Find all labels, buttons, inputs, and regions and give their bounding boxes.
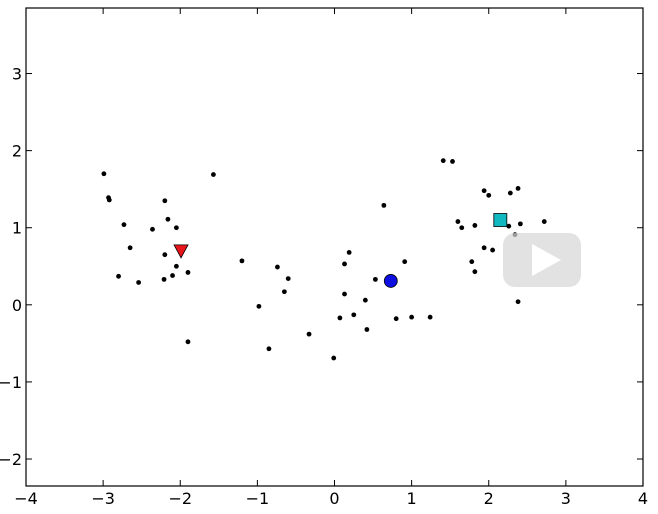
data-point <box>281 289 287 295</box>
data-point <box>409 314 415 320</box>
tick-group: −4 −3 −2 −1 0 1 2 3 4 −2 −1 0 1 2 3 <box>0 8 648 508</box>
data-point <box>472 269 478 275</box>
data-point <box>165 216 171 222</box>
y-tick-label: 2 <box>12 142 22 161</box>
points-group <box>101 158 547 361</box>
play-icon <box>532 244 561 276</box>
x-tick-label: 0 <box>329 489 339 508</box>
data-point <box>337 315 343 321</box>
data-point <box>402 259 408 265</box>
data-point <box>173 263 179 269</box>
data-point <box>211 172 216 177</box>
data-point <box>185 270 191 275</box>
data-point <box>306 331 312 337</box>
data-point <box>506 223 512 229</box>
data-point <box>342 291 347 297</box>
data-point <box>455 219 461 224</box>
data-point <box>381 202 387 208</box>
x-tick-label: −3 <box>91 489 115 508</box>
data-point <box>239 258 245 264</box>
data-point <box>362 297 368 303</box>
y-tick-label: 0 <box>12 296 22 315</box>
data-point <box>427 314 433 320</box>
data-point <box>342 261 347 267</box>
data-point <box>331 355 337 361</box>
data-point <box>517 221 523 227</box>
data-point <box>440 158 446 164</box>
y-tick-label: 1 <box>12 219 22 238</box>
data-point <box>346 249 352 255</box>
data-point <box>136 280 142 285</box>
x-tick-label: −2 <box>168 489 192 508</box>
circle-marker <box>383 274 398 288</box>
data-point <box>459 225 465 231</box>
data-point <box>106 197 112 203</box>
data-point <box>116 273 121 279</box>
data-point <box>515 186 521 191</box>
data-point <box>541 219 547 224</box>
data-point <box>150 226 155 232</box>
y-tick-label: −1 <box>0 373 22 392</box>
data-point <box>162 252 168 258</box>
data-point <box>170 273 175 278</box>
x-tick-label: −4 <box>14 489 38 508</box>
y-tick-label: 3 <box>12 65 22 84</box>
data-point <box>393 316 399 322</box>
square-marker <box>493 213 508 227</box>
data-point <box>161 276 167 282</box>
x-tick-label: 1 <box>407 489 417 508</box>
data-point <box>275 264 280 270</box>
data-point <box>469 259 475 265</box>
data-point <box>372 276 378 282</box>
data-point <box>481 188 487 194</box>
data-point <box>450 159 455 164</box>
data-point <box>486 192 492 198</box>
data-point <box>507 190 513 196</box>
data-point <box>364 327 370 332</box>
x-tick-label: 4 <box>638 489 648 508</box>
data-point <box>285 276 291 282</box>
data-point <box>101 171 107 177</box>
data-point <box>256 303 262 309</box>
data-point <box>173 225 179 231</box>
play-button[interactable] <box>503 233 581 287</box>
data-point <box>472 223 478 228</box>
data-point <box>490 247 496 253</box>
x-tick-label: 3 <box>561 489 571 508</box>
x-tick-label: 2 <box>484 489 494 508</box>
x-tick-label: −1 <box>246 489 270 508</box>
data-point <box>515 299 521 305</box>
data-point <box>266 346 272 352</box>
data-point <box>185 339 191 345</box>
triangle-marker <box>173 244 189 259</box>
y-tick-label: −2 <box>0 450 22 469</box>
data-point <box>481 245 487 251</box>
data-point <box>121 222 127 228</box>
data-point <box>351 312 357 318</box>
data-point <box>127 245 133 251</box>
data-point <box>162 198 168 204</box>
